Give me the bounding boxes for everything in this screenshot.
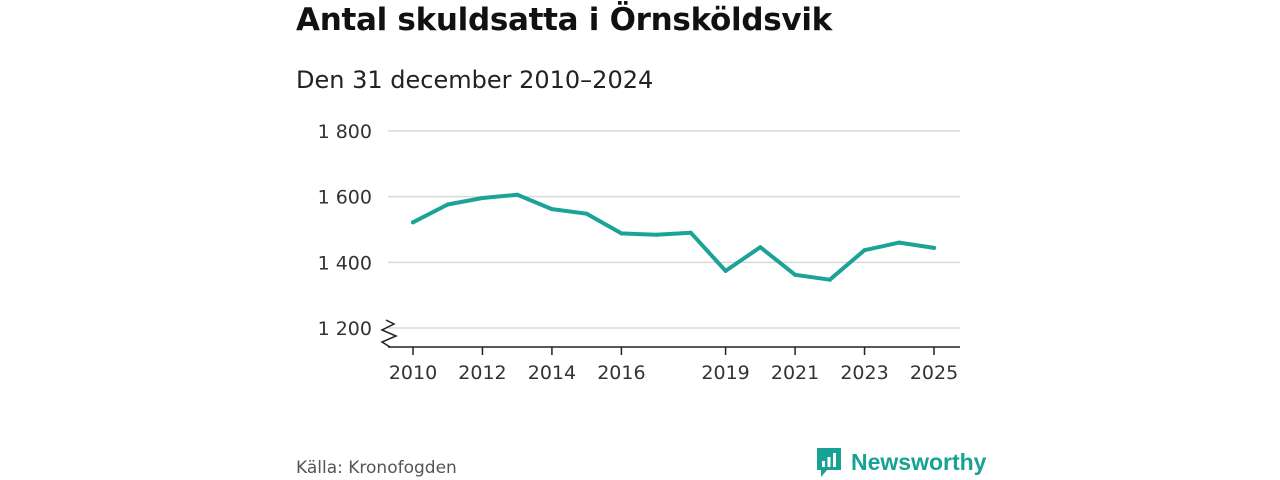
x-axis-tick-labels: 2010 2012 2014 2016 2019 2021 2023 2025 xyxy=(389,347,958,384)
x-tick-label-2010: 2010 xyxy=(389,362,437,384)
data-point-2015 xyxy=(584,211,589,216)
data-point-2023 xyxy=(862,248,867,253)
axes xyxy=(380,319,960,348)
y-tick-label-1800: 1 800 xyxy=(318,121,372,143)
data-point-2020 xyxy=(758,245,763,250)
x-tick-label-2016: 2016 xyxy=(597,362,645,384)
source-note: Källa: Kronofogden xyxy=(296,458,457,478)
data-point-2019 xyxy=(723,268,728,273)
x-tick-label-2025: 2025 xyxy=(910,362,958,384)
data-point-2013 xyxy=(515,192,520,197)
gridlines xyxy=(388,130,960,329)
brand-name: Newsworthy xyxy=(851,448,987,475)
x-tick-label-2012: 2012 xyxy=(458,362,506,384)
data-point-2014 xyxy=(549,207,554,212)
x-tick-label-2023: 2023 xyxy=(840,362,888,384)
data-point-2021 xyxy=(793,272,798,277)
x-tick-label-2019: 2019 xyxy=(701,362,749,384)
axis-break-icon xyxy=(380,319,398,348)
data-point-2024 xyxy=(897,240,902,245)
data-point-2018 xyxy=(688,230,693,235)
data-point-2010 xyxy=(411,220,415,225)
data-point-2011 xyxy=(445,202,450,207)
y-axis-tick-labels: 1 200 1 400 1 600 1 800 xyxy=(318,121,372,340)
y-tick-label-1600: 1 600 xyxy=(318,187,372,209)
data-point-2016 xyxy=(619,231,624,236)
chart-title: Antal skuldsatta i Örnsköldsvik xyxy=(296,2,832,38)
chart-subtitle: Den 31 december 2010–2024 xyxy=(296,66,654,94)
data-point-2022 xyxy=(827,277,832,282)
series-line-0 xyxy=(411,192,936,282)
data-point-2012 xyxy=(480,195,485,200)
data-point-2017 xyxy=(654,232,659,237)
data-point-2025 xyxy=(932,245,936,250)
brand-logo: Newsworthy xyxy=(815,446,986,478)
x-tick-label-2014: 2014 xyxy=(528,362,576,384)
x-tick-label-2021: 2021 xyxy=(771,362,819,384)
y-tick-label-1400: 1 400 xyxy=(318,252,372,274)
series-layer xyxy=(411,192,936,282)
newsworthy-logo-icon xyxy=(817,448,841,477)
y-tick-label-1200: 1 200 xyxy=(318,318,372,340)
